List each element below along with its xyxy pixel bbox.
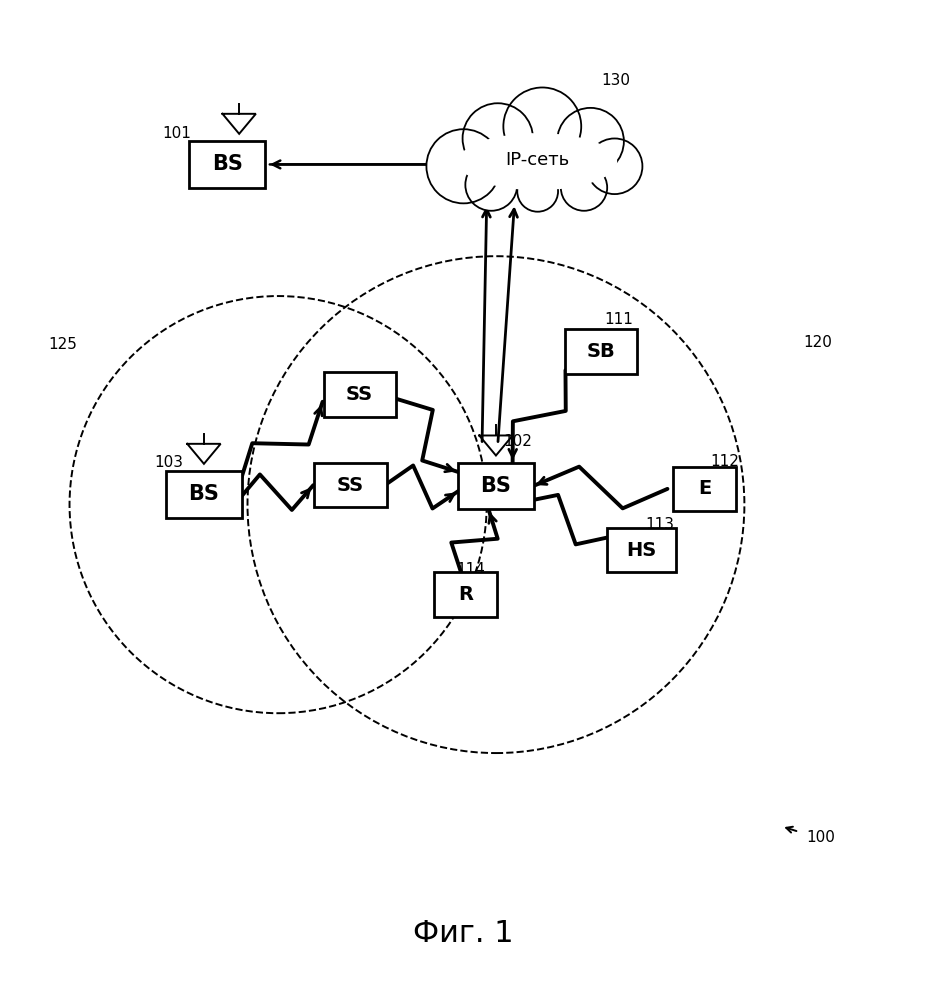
- Circle shape: [463, 103, 533, 174]
- Text: 116: 116: [356, 374, 386, 389]
- Text: 100: 100: [806, 830, 835, 845]
- Text: 115: 115: [353, 467, 383, 482]
- Text: HS: HS: [627, 541, 656, 560]
- Text: 111: 111: [604, 312, 634, 327]
- FancyBboxPatch shape: [458, 463, 534, 509]
- Circle shape: [561, 164, 607, 211]
- FancyBboxPatch shape: [189, 141, 265, 188]
- Circle shape: [503, 87, 581, 165]
- Text: R: R: [458, 585, 473, 604]
- FancyBboxPatch shape: [324, 372, 396, 417]
- Circle shape: [517, 171, 558, 212]
- Text: SS: SS: [346, 385, 374, 404]
- Text: 125: 125: [48, 337, 78, 352]
- Text: 102: 102: [502, 434, 532, 449]
- Text: 103: 103: [155, 455, 184, 470]
- Circle shape: [465, 159, 517, 211]
- FancyBboxPatch shape: [606, 528, 676, 572]
- Circle shape: [587, 138, 642, 194]
- Text: 101: 101: [162, 126, 191, 141]
- FancyBboxPatch shape: [314, 463, 387, 507]
- Text: BS: BS: [211, 154, 243, 174]
- Text: SB: SB: [586, 342, 616, 361]
- Text: 113: 113: [645, 517, 675, 532]
- Ellipse shape: [451, 127, 623, 196]
- Text: BS: BS: [188, 484, 220, 504]
- FancyBboxPatch shape: [673, 467, 736, 511]
- FancyBboxPatch shape: [166, 471, 242, 518]
- Text: 112: 112: [710, 454, 740, 469]
- Circle shape: [426, 129, 501, 203]
- Text: BS: BS: [480, 476, 512, 496]
- Text: 120: 120: [803, 335, 832, 350]
- Text: 114: 114: [456, 562, 486, 577]
- Ellipse shape: [459, 134, 616, 189]
- Text: SS: SS: [337, 476, 364, 495]
- FancyBboxPatch shape: [434, 572, 497, 617]
- Text: IP-сеть: IP-сеть: [505, 151, 570, 169]
- Text: E: E: [698, 479, 711, 498]
- Text: Фиг. 1: Фиг. 1: [413, 919, 514, 948]
- FancyBboxPatch shape: [565, 329, 637, 374]
- Text: 130: 130: [601, 73, 630, 88]
- Circle shape: [557, 108, 624, 175]
